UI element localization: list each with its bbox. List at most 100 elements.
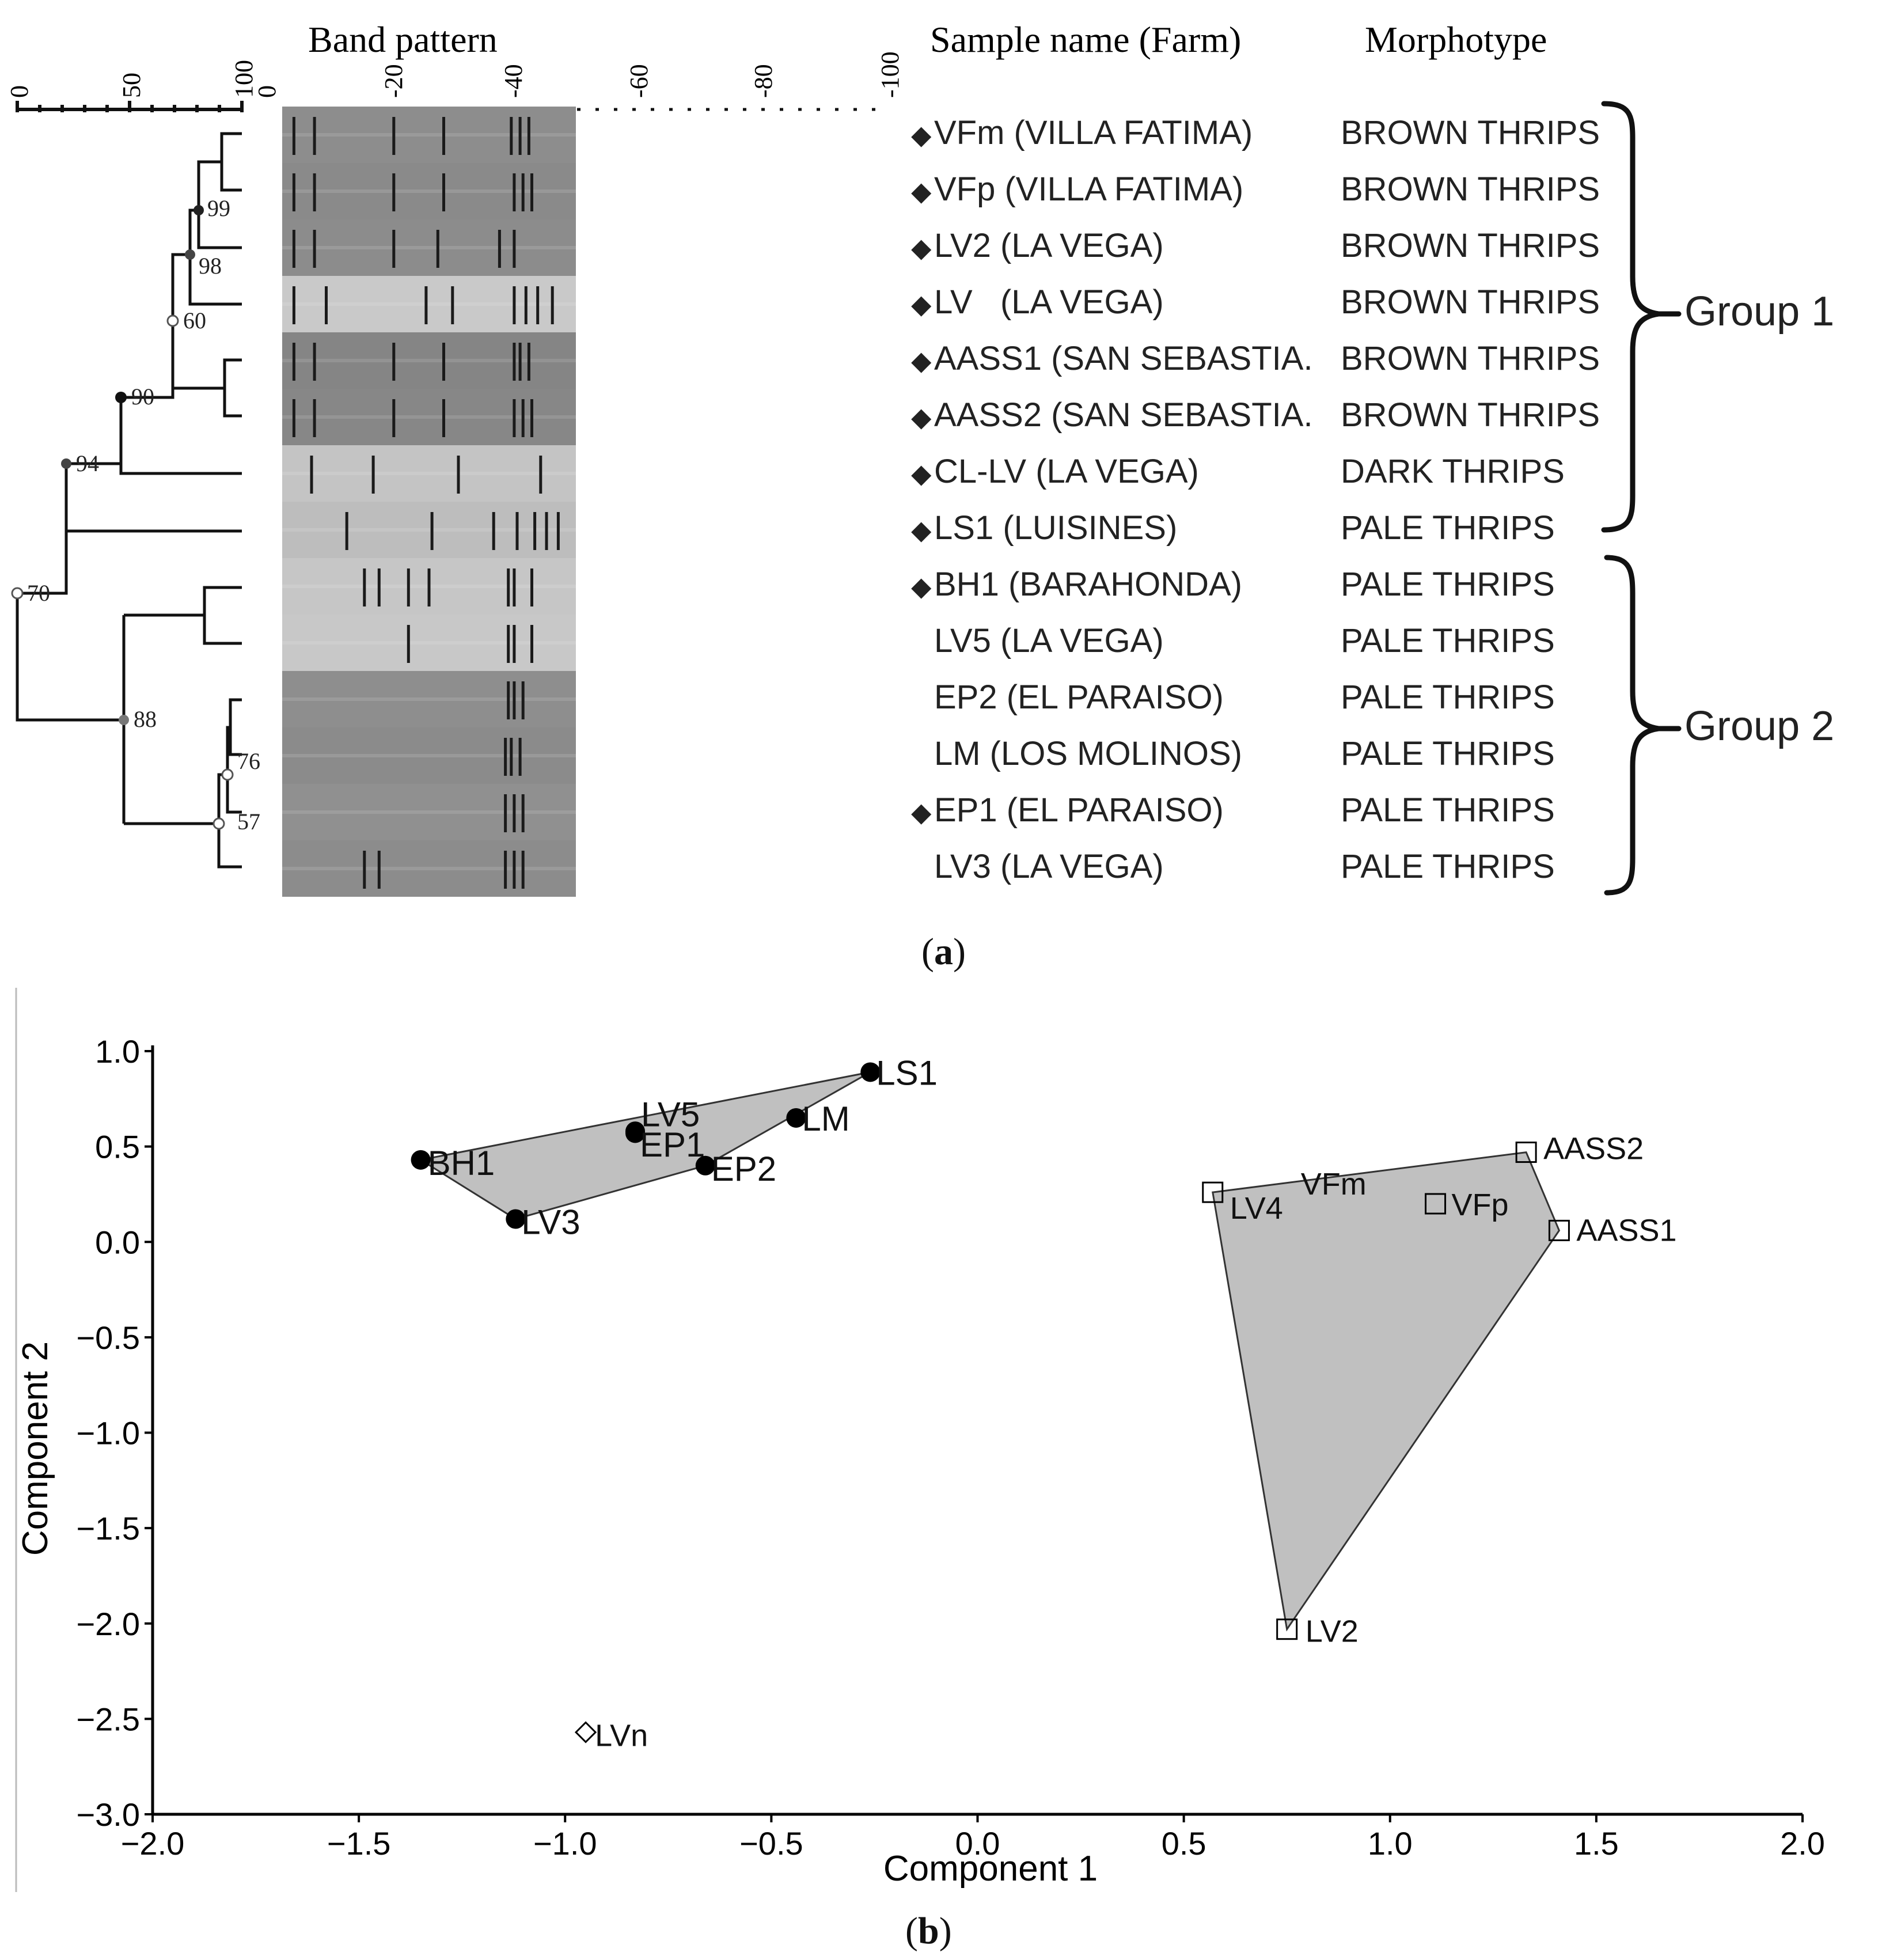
support-99: 99	[207, 195, 230, 221]
group-1-label: Group 1	[1684, 289, 1834, 335]
x-axis-label: Component 1	[883, 1849, 1098, 1889]
y-tick-label: 1.0	[95, 1033, 140, 1070]
band-tick-40: -40	[499, 64, 528, 98]
row-sample-name: LV5 (LA VEGA)	[934, 622, 1164, 659]
row-morphotype: BROWN THRIPS	[1341, 283, 1600, 321]
dendro-nodes	[11, 205, 234, 830]
point-LV3	[506, 1209, 526, 1229]
caption-b-letter: b	[917, 1910, 939, 1952]
point-label-EP1: EP1	[640, 1125, 705, 1164]
gel-lane	[282, 784, 576, 840]
support-88: 88	[134, 706, 157, 732]
panel-a-dendrogram: 0 50 100 0 -20 -40 -60 -80 -100 Band pat…	[5, 19, 1834, 897]
gel-lane	[282, 332, 576, 389]
row-sample-name: LV3 (LA VEGA)	[934, 848, 1164, 885]
row-marker: ◆	[911, 515, 932, 545]
row-morphotype: BROWN THRIPS	[1341, 396, 1600, 434]
point-LV4	[1202, 1181, 1224, 1203]
gel-lane-sheen	[282, 359, 576, 362]
gel-lane	[282, 840, 576, 897]
point-label-LV2: LV2	[1306, 1614, 1359, 1649]
dendro-tick-100: 100	[230, 60, 258, 98]
y-tick-label: 0.0	[95, 1224, 140, 1260]
row-morphotype: PALE THRIPS	[1341, 509, 1555, 547]
support-76: 76	[237, 748, 260, 774]
row-morphotype: PALE THRIPS	[1341, 678, 1555, 716]
caption-b-close: )	[939, 1910, 952, 1952]
x-tick-label: 1.0	[1368, 1825, 1413, 1862]
point-label-LVn: LVn	[595, 1719, 648, 1753]
band-scale-labels: 0 -20 -40 -60 -80 -100	[253, 51, 904, 98]
header-sample-name: Sample name (Farm)	[930, 19, 1241, 60]
support-60: 60	[183, 308, 206, 333]
caption-a-letter: a	[934, 931, 953, 973]
y-tick-label: −2.0	[76, 1606, 140, 1642]
gel-lane	[282, 389, 576, 445]
row-sample-name: EP1 (EL PARAISO)	[934, 791, 1224, 829]
caption-b-open: (	[905, 1910, 918, 1952]
x-tick-label: −1.5	[327, 1825, 391, 1862]
y-tick-label: −3.0	[76, 1796, 140, 1833]
row-morphotype: BROWN THRIPS	[1341, 227, 1600, 264]
point-VFp	[1425, 1193, 1447, 1215]
row-sample-name: EP2 (EL PARAISO)	[934, 678, 1224, 716]
band-tick-80: -80	[749, 64, 777, 98]
y-tick-label: −1.5	[76, 1510, 140, 1546]
point-label-LV5: LV5	[641, 1095, 700, 1133]
caption-b: (b)	[905, 1909, 952, 1953]
gel-lane-sheen	[282, 754, 576, 757]
point-label-EP2: EP2	[711, 1150, 776, 1188]
row-morphotype: DARK THRIPS	[1341, 453, 1565, 490]
caption-a: (a)	[921, 930, 966, 974]
point-label-BH1: BH1	[428, 1144, 495, 1182]
pca-hulls	[418, 1071, 1561, 1632]
gel-lane	[282, 615, 576, 671]
support-94: 94	[76, 450, 99, 476]
row-sample-name: CL-LV (LA VEGA)	[934, 453, 1199, 490]
y-tick-label: −1.0	[76, 1415, 140, 1451]
row-marker: ◆	[911, 176, 932, 206]
header-morphotype: Morphotype	[1365, 19, 1547, 60]
node-support-values: 99 98 60 90 94 70 88 76 57	[27, 195, 260, 835]
gel-lane	[282, 727, 576, 784]
pca-points: LS1 LV5 LM EP1 BH1 EP2 LV3 AASS2 VFm VFp AASS1 LV4 L…	[411, 1053, 1677, 1753]
y-tick-label: −2.5	[76, 1701, 140, 1737]
gel-lane-sheen	[282, 302, 576, 306]
row-sample-name: AASS2 (SAN SEBASTIA.	[934, 396, 1313, 434]
point-EP2	[695, 1155, 715, 1176]
gel-lane-sheen	[282, 528, 576, 532]
point-AASS2	[1515, 1142, 1537, 1163]
gel-lane-sheen	[282, 415, 576, 419]
row-morphotype: PALE THRIPS	[1341, 566, 1555, 603]
row-morphotype: BROWN THRIPS	[1341, 340, 1600, 377]
gel-lane-sheen	[282, 189, 576, 193]
gel-lane-sheen	[282, 133, 576, 137]
row-morphotype: PALE THRIPS	[1341, 735, 1555, 772]
gel-lane	[282, 107, 576, 163]
gel-lane-sheen	[282, 246, 576, 249]
row-marker: ◆	[911, 120, 932, 150]
x-tick-label: −2.0	[121, 1825, 185, 1862]
gel-lane-sheen	[282, 472, 576, 475]
dendro-tick-0: 0	[5, 85, 33, 98]
gel-lane-sheen	[282, 867, 576, 870]
row-sample-name: VFp (VILLA FATIMA)	[934, 170, 1243, 208]
row-sample-name: BH1 (BARAHONDA)	[934, 566, 1242, 603]
y-tick-label: 0.5	[95, 1129, 140, 1165]
gel-lane-sheen	[282, 810, 576, 814]
row-sample-name: LV2 (LA VEGA)	[934, 227, 1164, 264]
gel-lane-sheen	[282, 641, 576, 645]
x-tick-label: 0.5	[1162, 1825, 1206, 1862]
x-tick-label: −1.0	[533, 1825, 597, 1862]
support-70: 70	[27, 580, 50, 606]
panel-b-pca-scatter: −2.0 −1.5 −1.0 −0.5 0.0 0.5 1.0 1.5 2.0 1.0 0.5 0.0…	[15, 988, 1825, 1892]
sample-table: ◆ VFm (VILLA FATIMA) BROWN THRIPS◆ VFp (VIL…	[911, 114, 1600, 885]
gel-band-image	[282, 107, 576, 897]
caption-a-open: (	[921, 931, 934, 973]
x-tick-label: 2.0	[1780, 1825, 1825, 1862]
point-LVn	[574, 1721, 597, 1743]
pca-axes: −2.0 −1.5 −1.0 −0.5 0.0 0.5 1.0 1.5 2.0 1.0 0.5 0.0…	[76, 1033, 1824, 1862]
row-morphotype: BROWN THRIPS	[1341, 114, 1600, 151]
point-label-LS1: LS1	[876, 1053, 938, 1092]
point-label-LV3: LV3	[521, 1203, 580, 1242]
